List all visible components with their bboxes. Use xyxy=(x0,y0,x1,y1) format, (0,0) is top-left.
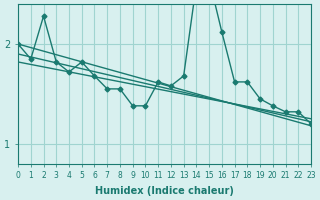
X-axis label: Humidex (Indice chaleur): Humidex (Indice chaleur) xyxy=(95,186,234,196)
